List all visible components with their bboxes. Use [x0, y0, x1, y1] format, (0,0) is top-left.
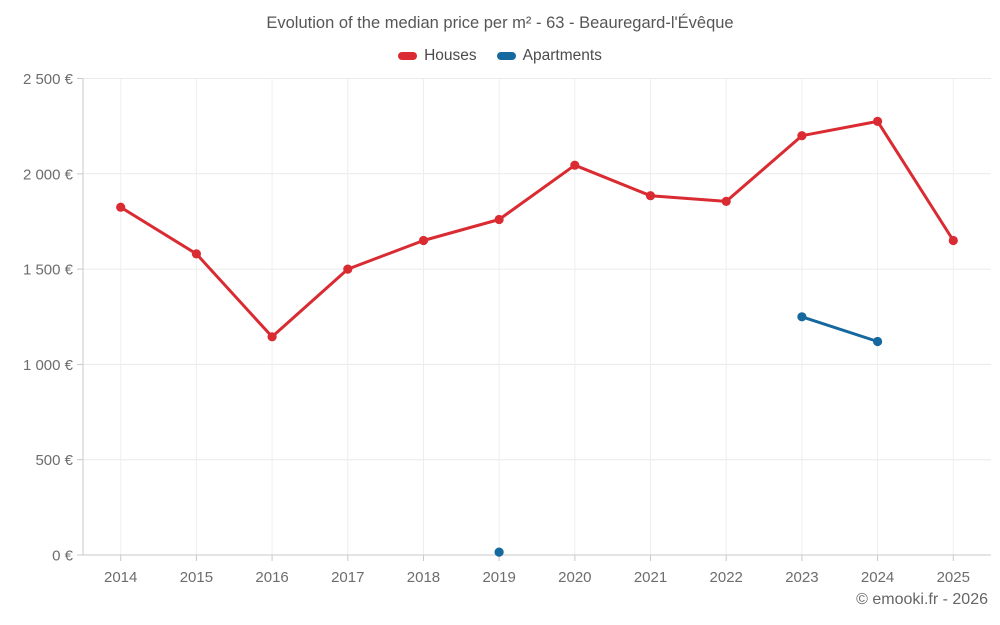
- houses-line: [119, 119, 955, 339]
- x-axis-label: 2019: [482, 569, 515, 586]
- apartments-point[interactable]: [873, 336, 883, 347]
- houses-point[interactable]: [570, 160, 580, 170]
- x-axis-label: 2018: [407, 569, 440, 586]
- y-axis-label: 2 500 €: [23, 71, 74, 88]
- x-axis-label: 2024: [861, 569, 894, 586]
- x-axis-label: 2022: [710, 569, 743, 586]
- houses-point[interactable]: [191, 249, 201, 259]
- copyright-credit: © emooki.fr - 2026: [856, 591, 988, 608]
- apartments-point[interactable]: [797, 312, 807, 322]
- x-axis-label: 2014: [104, 569, 137, 586]
- y-axis-label: 2 000 €: [23, 166, 74, 183]
- houses-point[interactable]: [645, 191, 656, 201]
- legend-item-houses[interactable]: Houses: [398, 47, 477, 65]
- x-axis-label: 2016: [255, 569, 288, 586]
- apartments-point[interactable]: [494, 547, 504, 557]
- x-axis-label: 2015: [180, 569, 213, 586]
- apartments-legend-swatch-icon: [496, 52, 516, 60]
- chart-legend: Houses Apartments: [0, 46, 1000, 66]
- legend-label-houses: Houses: [424, 47, 477, 64]
- y-axis-label: 0 €: [52, 548, 74, 565]
- x-axis-label: 2023: [785, 569, 818, 586]
- houses-point[interactable]: [494, 214, 504, 225]
- houses-legend-swatch-icon: [398, 52, 418, 60]
- houses-point[interactable]: [721, 196, 731, 206]
- y-axis-label: 1 500 €: [23, 262, 74, 279]
- x-axis-label: 2021: [634, 569, 667, 586]
- x-axis-label: 2020: [558, 569, 591, 586]
- apartments-line: [800, 315, 880, 343]
- houses-point[interactable]: [797, 131, 807, 141]
- houses-point[interactable]: [948, 235, 958, 246]
- x-axis-label: 2017: [331, 569, 364, 586]
- houses-point[interactable]: [343, 264, 353, 274]
- legend-label-apartments: Apartments: [522, 47, 602, 64]
- houses-point[interactable]: [873, 116, 883, 126]
- y-axis-label: 1 000 €: [23, 357, 74, 374]
- chart-title: Evolution of the median price per m² - 6…: [266, 14, 734, 32]
- x-axis-label: 2025: [937, 569, 970, 586]
- y-axis-label: 500 €: [35, 452, 73, 469]
- houses-point[interactable]: [267, 332, 277, 342]
- houses-point[interactable]: [418, 235, 429, 246]
- legend-item-apartments[interactable]: Apartments: [496, 47, 602, 65]
- houses-point[interactable]: [116, 202, 126, 212]
